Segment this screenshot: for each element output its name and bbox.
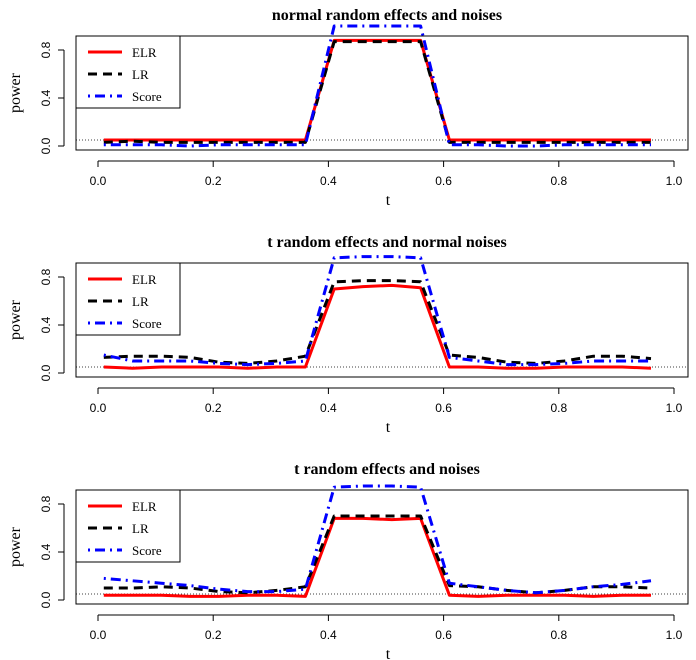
series-line-elr (103, 516, 651, 598)
y-tick-label: 0.4 (39, 89, 53, 106)
legend: ELR LR Score (75, 489, 181, 563)
y-tick-label: 0.4 (39, 543, 53, 560)
x-tick-label: 0.2 (205, 174, 222, 188)
legend-label: Score (132, 543, 162, 558)
x-axis-label: t (386, 192, 391, 209)
y-tick-label: 0.0 (39, 364, 53, 381)
legend-box (75, 489, 181, 563)
legend-label: ELR (132, 499, 157, 514)
y-tick-label: 0.4 (39, 316, 53, 333)
y-axis: 0.0 0.4 0.8 (39, 41, 65, 154)
panel-2: t random effects and normal noises 0.0 0.2… (7, 234, 689, 436)
legend-box (75, 262, 181, 336)
x-tick-label: 0.8 (550, 401, 567, 415)
x-tick-label: 1.0 (666, 401, 683, 415)
x-tick-label: 0.4 (320, 628, 337, 642)
legend-label: ELR (132, 272, 157, 287)
y-axis: 0.0 0.4 0.8 (39, 495, 65, 608)
x-tick-label: 1.0 (666, 174, 683, 188)
x-tick-label: 0.2 (205, 628, 222, 642)
series-line-lr (103, 514, 652, 595)
chart-title: t random effects and normal noises (267, 234, 507, 251)
y-axis: 0.0 0.4 0.8 (39, 268, 65, 381)
x-tick-label: 0.4 (320, 401, 337, 415)
legend: ELR LR Score (75, 262, 181, 336)
x-tick-label: 0.4 (320, 174, 337, 188)
y-tick-label: 0.0 (39, 137, 53, 154)
legend-label: LR (132, 294, 149, 309)
legend: ELR LR Score (75, 35, 181, 109)
legend-label: ELR (132, 45, 157, 60)
x-axis: 0.0 0.2 0.4 0.6 0.8 1.0 (90, 387, 683, 415)
x-axis: 0.0 0.2 0.4 0.6 0.8 1.0 (90, 160, 683, 188)
series-line-score (103, 484, 652, 595)
x-tick-label: 0.8 (550, 174, 567, 188)
y-tick-label: 0.8 (39, 41, 53, 58)
x-tick-label: 0.0 (90, 401, 107, 415)
y-tick-label: 0.8 (39, 495, 53, 512)
x-axis-label: t (386, 419, 391, 436)
legend-label: LR (132, 521, 149, 536)
x-tick-label: 0.6 (435, 174, 452, 188)
series-line-score (103, 255, 651, 367)
series-line-score (103, 24, 651, 148)
series-line-lr (103, 279, 652, 365)
x-tick-label: 0.0 (90, 628, 107, 642)
legend-label: LR (132, 67, 149, 82)
y-axis-label: power (7, 526, 24, 567)
y-tick-label: 0.0 (39, 591, 53, 608)
y-tick-label: 0.8 (39, 268, 53, 285)
x-axis-label: t (386, 646, 391, 660)
x-tick-label: 0.2 (205, 401, 222, 415)
series-line-elr (103, 38, 651, 142)
series-line-elr (103, 283, 652, 370)
legend-label: Score (132, 89, 162, 104)
legend-label: Score (132, 316, 162, 331)
chart-title: normal random effects and noises (272, 7, 502, 24)
chart-title: t random effects and noises (294, 461, 480, 478)
series-line-lr (103, 40, 651, 144)
x-tick-label: 1.0 (666, 628, 683, 642)
y-axis-label: power (7, 72, 24, 113)
x-tick-label: 0.6 (435, 401, 452, 415)
x-tick-label: 0.0 (90, 174, 107, 188)
x-tick-label: 0.6 (435, 628, 452, 642)
x-axis: 0.0 0.2 0.4 0.6 0.8 1.0 (90, 614, 683, 642)
x-tick-label: 0.8 (550, 628, 567, 642)
legend-box (75, 35, 181, 109)
y-axis-label: power (7, 299, 24, 340)
